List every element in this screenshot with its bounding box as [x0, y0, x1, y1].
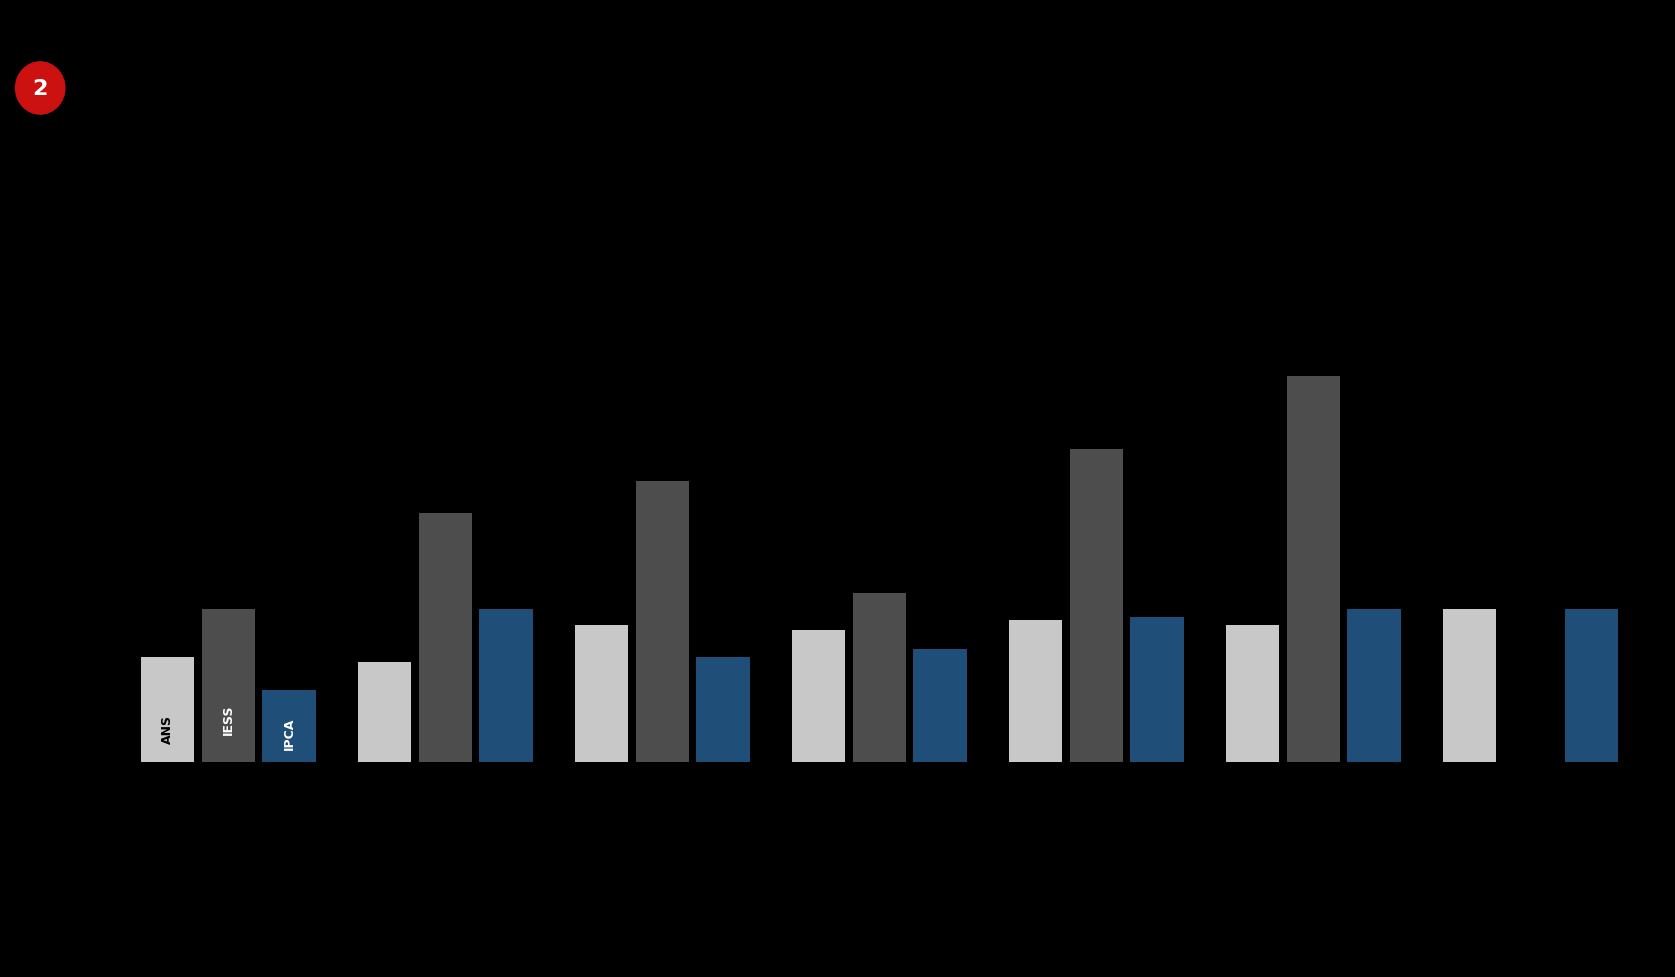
Bar: [419, 513, 472, 762]
Bar: [201, 610, 255, 762]
Bar: [1286, 377, 1340, 762]
Bar: [358, 662, 412, 762]
Circle shape: [15, 63, 65, 115]
Bar: [575, 625, 628, 762]
Bar: [853, 593, 906, 762]
Bar: [263, 690, 317, 762]
Text: Inflação médica anual por fonte 2007 – 2013 (%): Inflação médica anual por fonte 2007 – 2…: [119, 197, 652, 218]
Text: IESS: IESS: [221, 704, 235, 735]
Bar: [1070, 449, 1124, 762]
Text: IPCA: IPCA: [283, 717, 295, 749]
Bar: [1564, 610, 1618, 762]
Text: 2: 2: [32, 79, 49, 99]
Text: ANS: ANS: [161, 714, 174, 743]
Bar: [1226, 625, 1280, 762]
Bar: [697, 658, 750, 762]
Bar: [1008, 620, 1062, 762]
Bar: [913, 650, 966, 762]
Bar: [792, 630, 846, 762]
Bar: [635, 482, 688, 762]
Bar: [1131, 617, 1184, 762]
Bar: [1442, 610, 1496, 762]
Bar: [1347, 610, 1400, 762]
Bar: [479, 610, 533, 762]
Bar: [141, 658, 194, 762]
